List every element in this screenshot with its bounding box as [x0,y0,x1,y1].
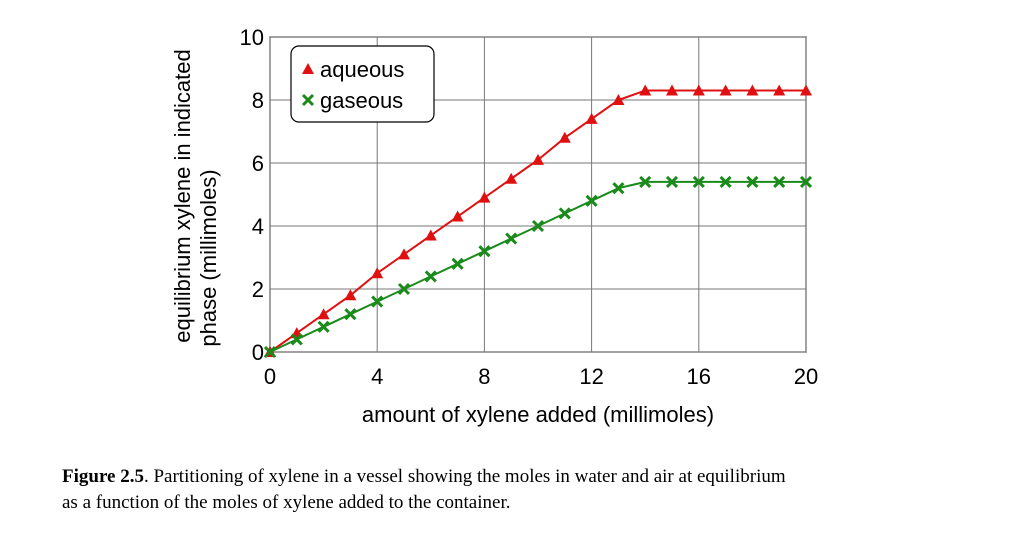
x-axis-label: amount of xylene added (millimoles) [362,402,714,427]
point [692,84,705,96]
caption-text: . Partitioning of xylene in a vessel sho… [144,466,786,487]
x-tick-label: 8 [478,364,490,389]
point [398,248,410,260]
point [666,84,678,96]
legend-box [290,45,435,123]
point [478,191,491,203]
y-tick-label: 6 [252,151,264,176]
point [317,308,330,320]
point [665,175,679,188]
point [773,84,786,96]
y-tick-label: 8 [252,88,264,113]
point [585,194,598,207]
point [451,257,464,270]
point [773,175,786,188]
y-axis-label: equilibrium xylene in indicated [170,49,195,343]
point [317,320,330,333]
point [585,112,598,124]
point [397,282,411,296]
x-tick-label: 4 [371,364,383,389]
point [301,93,315,107]
y-axis-label: phase (millimoles) [196,169,221,346]
y-tick-label: 0 [252,340,264,365]
point [424,229,437,241]
caption: as a function of the moles of xylene add… [62,492,510,513]
point [532,153,544,165]
point [371,267,384,279]
legend: aqueous gaseous [290,45,435,123]
point [612,182,625,195]
point [371,295,384,308]
point [719,84,732,96]
point [558,207,571,220]
point [344,308,357,321]
x-tick-label: 12 [579,364,603,389]
point [290,333,303,346]
legend-label: aqueous [320,57,404,82]
point [505,232,518,245]
point [612,94,625,105]
point [302,63,314,74]
caption: Figure 2.5. Partitioning of xylene in a … [62,466,786,487]
y-tick-label: 2 [252,277,264,302]
point [639,84,652,96]
x-tick-label: 16 [687,364,711,389]
point [692,175,705,188]
point [505,172,518,184]
series-line [269,180,806,353]
point [451,210,464,222]
point [478,245,491,258]
point [799,175,813,188]
point [639,175,652,188]
point [531,219,545,233]
legend-label: gaseous [320,88,403,113]
point [800,84,812,96]
x-tick-label: 20 [794,364,818,389]
point [263,345,277,359]
point [424,270,437,283]
caption-label: Figure 2.5 [62,466,144,487]
point [719,175,732,188]
y-tick-label: 4 [252,214,264,239]
point [558,131,571,143]
point [344,289,357,301]
y-tick-label: 10 [240,25,264,50]
point [746,84,759,96]
x-tick-label: 0 [264,364,276,389]
point [746,175,759,188]
